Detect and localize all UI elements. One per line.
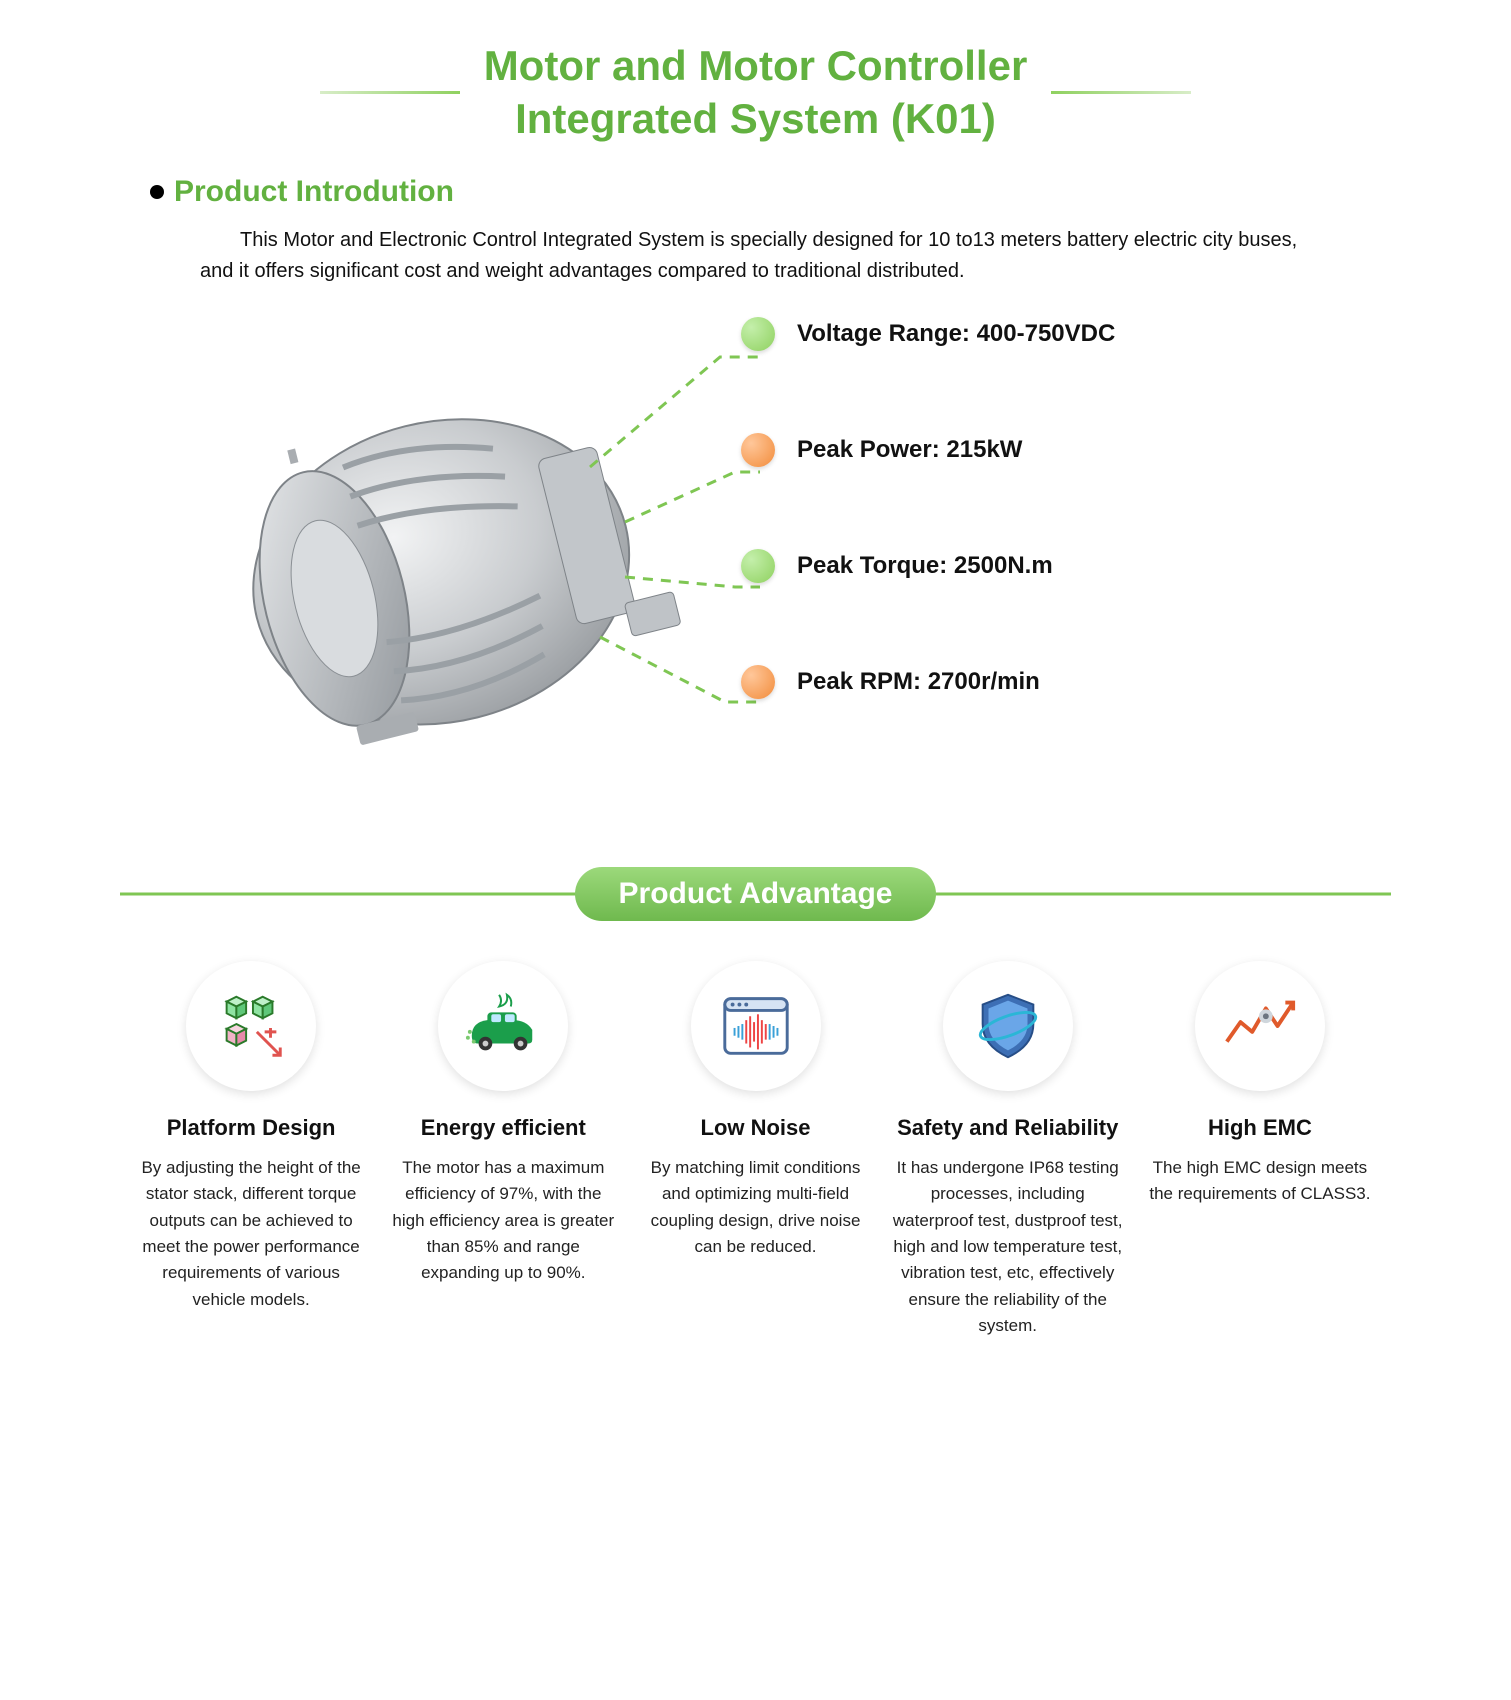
advantage-desc: The high EMC design meets the requiremen… — [1145, 1155, 1375, 1208]
advantage-title: Safety and Reliability — [893, 1115, 1123, 1141]
cubes-icon — [186, 961, 316, 1091]
motor-image — [180, 357, 700, 777]
spec-label: Peak Torque: 2500N.m — [797, 552, 1053, 580]
title-rule-right — [1051, 91, 1191, 94]
spec-label: Peak Power: 215kW — [797, 436, 1022, 464]
page-title-line2: Integrated System (K01) — [515, 95, 996, 142]
specs-area: Voltage Range: 400-750VDC Peak Power: 21… — [120, 297, 1391, 857]
advantage-desc: The motor has a maximum efficiency of 97… — [388, 1155, 618, 1287]
advantage-title: Low Noise — [640, 1115, 870, 1141]
advantage-title: Energy efficient — [388, 1115, 618, 1141]
spec-dot-icon — [741, 549, 775, 583]
advantage-col-noise: Low Noise By matching limit conditions a… — [634, 961, 876, 1339]
title-rule-left — [320, 91, 460, 94]
intro-heading-text: Product Introdution — [174, 175, 454, 209]
spec-dot-icon — [741, 433, 775, 467]
spec-label: Peak RPM: 2700r/min — [797, 668, 1040, 696]
spec-list: Voltage Range: 400-750VDC Peak Power: 21… — [741, 317, 1361, 781]
intro-heading: Product Introdution — [150, 175, 1391, 209]
spec-dot-icon — [741, 665, 775, 699]
advantage-grid: Platform Design By adjusting the height … — [120, 961, 1391, 1339]
advantage-col-safety: Safety and Reliability It has undergone … — [887, 961, 1129, 1339]
spec-item-voltage: Voltage Range: 400-750VDC — [741, 317, 1361, 351]
intro-body: This Motor and Electronic Control Integr… — [200, 225, 1331, 287]
advantage-banner-row: Product Advantage — [120, 867, 1391, 921]
page-title: Motor and Motor Controller Integrated Sy… — [484, 40, 1028, 145]
spec-label: Voltage Range: 400-750VDC — [797, 320, 1115, 348]
advantage-col-energy: Energy efficient The motor has a maximum… — [382, 961, 624, 1339]
advantage-title: High EMC — [1145, 1115, 1375, 1141]
title-row: Motor and Motor Controller Integrated Sy… — [120, 40, 1391, 145]
advantage-title: Platform Design — [136, 1115, 366, 1141]
eco-car-icon — [438, 961, 568, 1091]
page-title-line1: Motor and Motor Controller — [484, 42, 1028, 89]
advantage-banner: Product Advantage — [575, 867, 937, 921]
shield-icon — [943, 961, 1073, 1091]
spec-item-torque: Peak Torque: 2500N.m — [741, 549, 1361, 583]
trend-chart-icon — [1195, 961, 1325, 1091]
spec-dot-icon — [741, 317, 775, 351]
waveform-window-icon — [691, 961, 821, 1091]
advantage-desc: By adjusting the height of the stator st… — [136, 1155, 366, 1313]
bullet-icon — [150, 185, 164, 199]
advantage-col-platform: Platform Design By adjusting the height … — [130, 961, 372, 1339]
advantage-desc: By matching limit conditions and optimiz… — [640, 1155, 870, 1260]
spec-item-rpm: Peak RPM: 2700r/min — [741, 665, 1361, 699]
advantage-col-emc: High EMC The high EMC design meets the r… — [1139, 961, 1381, 1339]
spec-item-power: Peak Power: 215kW — [741, 433, 1361, 467]
advantage-desc: It has undergone IP68 testing processes,… — [893, 1155, 1123, 1339]
